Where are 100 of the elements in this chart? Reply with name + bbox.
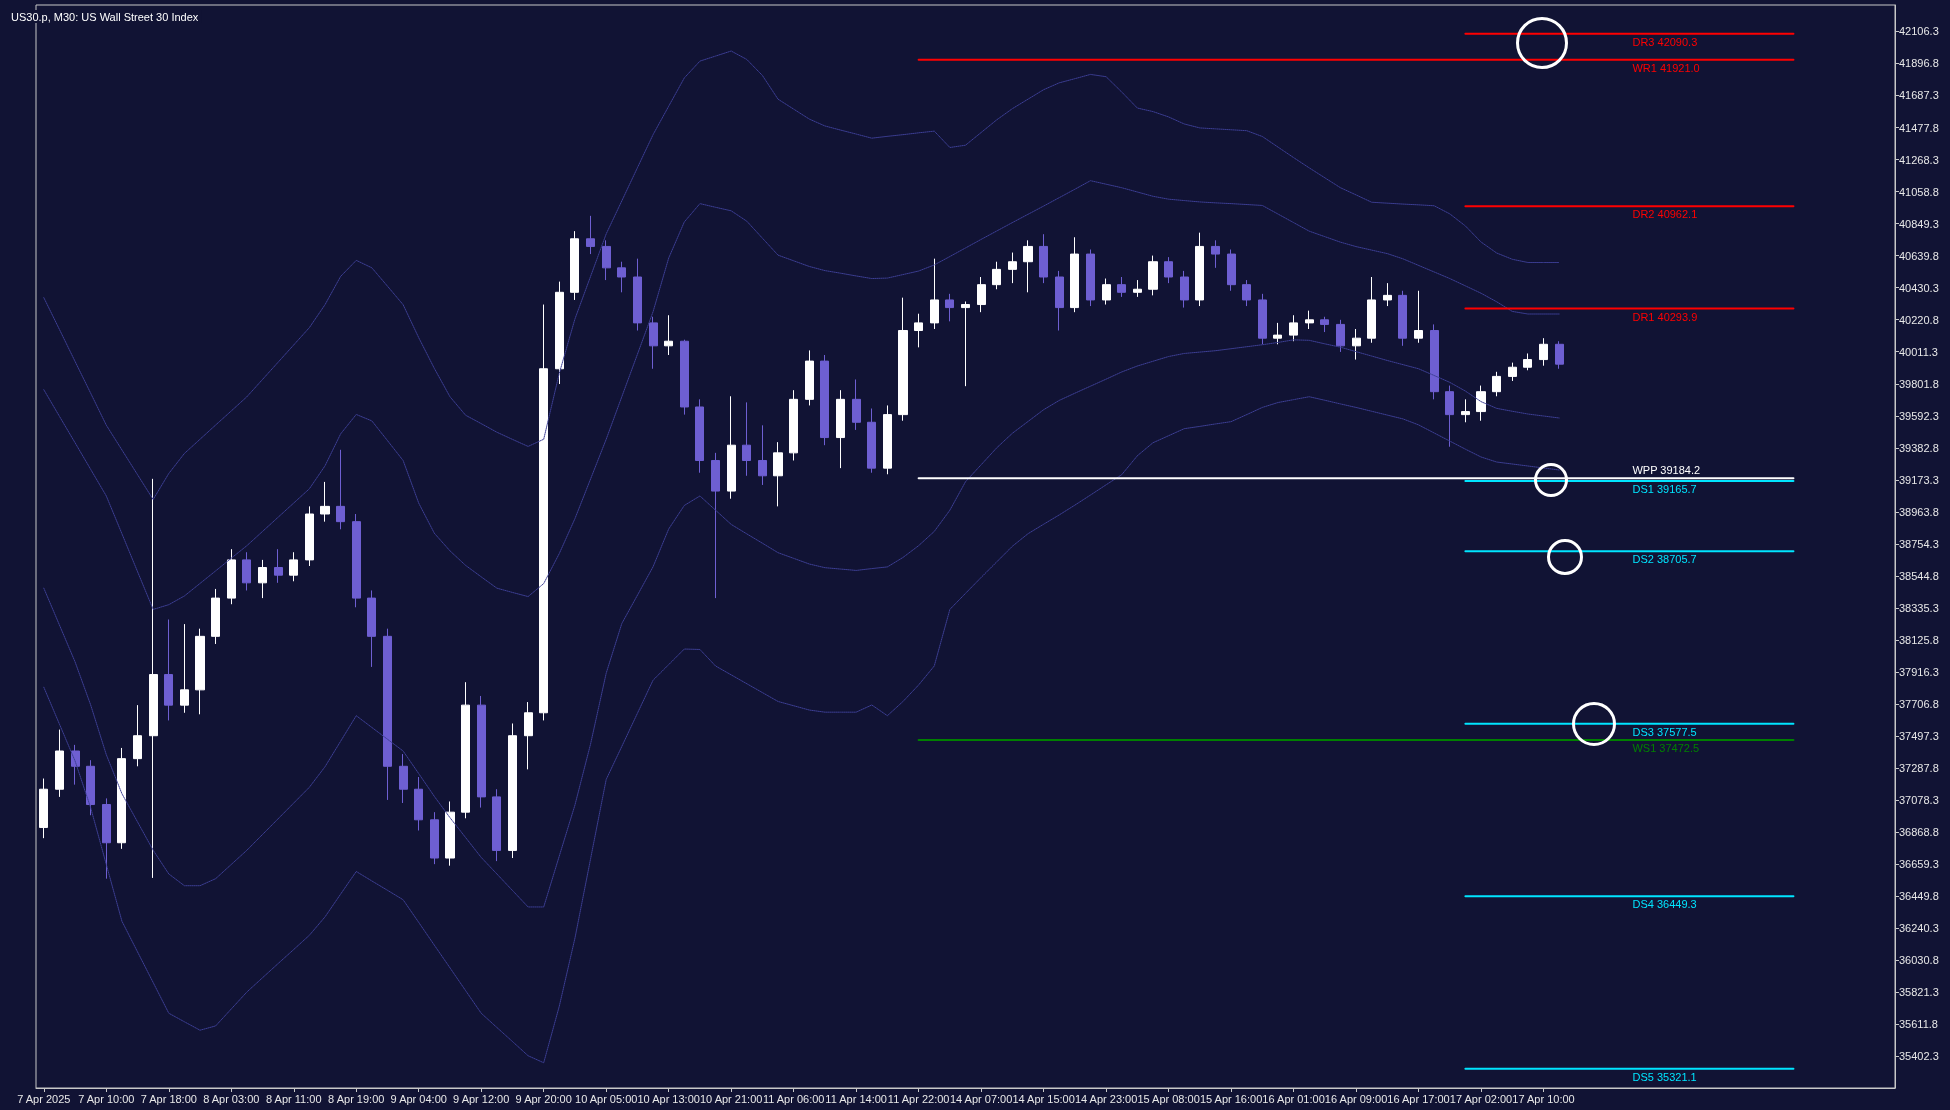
candlestick	[883, 404, 892, 475]
candlestick	[773, 441, 783, 507]
series-label: DS5 35321.1	[1632, 1070, 1697, 1083]
candlestick	[1320, 316, 1329, 333]
y-tick-label: 35402.3	[1899, 1050, 1939, 1063]
candlestick	[1180, 270, 1189, 309]
candlestick	[180, 623, 189, 714]
candlestick	[602, 239, 611, 281]
text: US30.p, M30: US Wall Street 30 Index	[11, 10, 199, 23]
series-label: WS1 37472.5	[1632, 741, 1700, 754]
line-series	[43, 50, 1560, 500]
candlestick	[930, 258, 939, 330]
x-tick-label: 14 Apr 15:00	[1012, 1092, 1075, 1105]
x-tick-label: 11 Apr 06:00	[762, 1092, 825, 1105]
series-label: DR2 40962.1	[1632, 208, 1698, 221]
candlestick	[1539, 337, 1548, 367]
candlestick	[445, 800, 455, 867]
y-tick-label: 41058.8	[1899, 185, 1939, 198]
y-tick-label: 39592.3	[1899, 409, 1939, 422]
candlestick	[352, 513, 361, 608]
candlestick	[1492, 371, 1501, 397]
candlestick	[1070, 236, 1079, 313]
candlestick	[664, 314, 673, 356]
candlestick	[1555, 340, 1564, 370]
y-tick-label: 42106.3	[1899, 25, 1939, 38]
candlestick	[1102, 278, 1111, 306]
candlestick	[1148, 255, 1158, 296]
y-tick-label: 38335.3	[1899, 602, 1939, 614]
y-tick-label: 38544.8	[1899, 569, 1939, 582]
candlestick	[633, 258, 642, 332]
candlestick	[430, 811, 439, 865]
candlestick	[898, 297, 908, 422]
y-tick-label: 40220.8	[1899, 313, 1939, 326]
x-tick-label: 7 Apr 18:00	[140, 1092, 197, 1105]
x-tick-label: 11 Apr 22:00	[887, 1092, 950, 1105]
series-label: DR3 42090.3	[1632, 35, 1698, 48]
candlestick	[867, 408, 876, 474]
y-tick-label: 37916.3	[1899, 666, 1939, 679]
y-tick-label: 41687.3	[1899, 89, 1939, 102]
candlestick	[289, 551, 298, 582]
y-tick-label: 40430.3	[1899, 281, 1939, 294]
x-tick-label: 15 Apr 08:00	[1137, 1092, 1200, 1105]
candlestick	[758, 424, 767, 486]
candlestick	[992, 261, 1001, 290]
y-tick-label: 35611.8	[1899, 1018, 1938, 1031]
candlestick	[367, 589, 376, 668]
x-tick-label: 15 Apr 16:00	[1199, 1092, 1263, 1105]
y-tick-label: 41268.3	[1899, 153, 1939, 166]
candlestick	[274, 548, 283, 584]
candlestick	[336, 449, 345, 530]
x-tick-label: 11 Apr 14:00	[825, 1092, 887, 1105]
series-label: DS2 38705.7	[1632, 553, 1697, 566]
candlestick	[977, 276, 986, 313]
y-tick-label: 37078.3	[1899, 794, 1939, 807]
candlestick	[1336, 319, 1345, 353]
candlestick	[242, 551, 251, 591]
candlestick	[1398, 290, 1407, 347]
candlestick	[1289, 314, 1298, 342]
y-tick-label: 40011.3	[1899, 345, 1938, 358]
candlestick	[570, 230, 579, 301]
series-label: WR1 41921.0	[1632, 61, 1700, 74]
candlestick	[492, 788, 501, 862]
y-tick-label: 36240.3	[1899, 922, 1939, 935]
candlestick	[805, 349, 814, 406]
x-tick-label: 16 Apr 09:00	[1324, 1092, 1388, 1105]
x-tick-label: 8 Apr 11:00	[266, 1092, 322, 1105]
x-tick-label: 16 Apr 01:00	[1262, 1092, 1325, 1105]
candlestick	[555, 281, 564, 385]
candlestick	[945, 293, 954, 322]
candlestick	[914, 313, 923, 348]
y-tick-label: 39801.8	[1899, 377, 1939, 390]
candlestick	[258, 559, 267, 599]
candlestick	[1367, 276, 1376, 344]
candlestick	[1508, 362, 1517, 382]
candlestick	[1008, 252, 1017, 284]
candlestick	[305, 505, 314, 567]
candlestick	[680, 339, 689, 416]
line-series	[43, 339, 1560, 908]
x-tick-label: 9 Apr 20:00	[515, 1092, 572, 1105]
candlestick	[1414, 290, 1423, 344]
candlestick	[711, 452, 720, 599]
y-tick-label: 37497.3	[1899, 730, 1939, 743]
candlestick	[117, 747, 126, 850]
candlestick	[836, 389, 845, 469]
candlestick	[1461, 398, 1470, 423]
candlestick	[1195, 232, 1204, 307]
y-tick-label: 39382.8	[1899, 441, 1939, 454]
candlestick	[1305, 310, 1314, 330]
series-label: DR1 40293.9	[1632, 310, 1698, 323]
y-tick-label: 39173.3	[1899, 473, 1939, 486]
candlestick	[789, 389, 798, 461]
candlestick	[149, 478, 158, 879]
y-tick-label: 41477.8	[1899, 121, 1939, 134]
y-tick-label: 41896.8	[1899, 57, 1939, 70]
candlestick	[617, 261, 626, 293]
candlestick	[211, 588, 220, 645]
candlestick	[1523, 352, 1532, 371]
candlestick	[1055, 270, 1064, 332]
x-tick-label: 10 Apr 21:00	[699, 1092, 763, 1105]
candlestick	[133, 704, 142, 767]
